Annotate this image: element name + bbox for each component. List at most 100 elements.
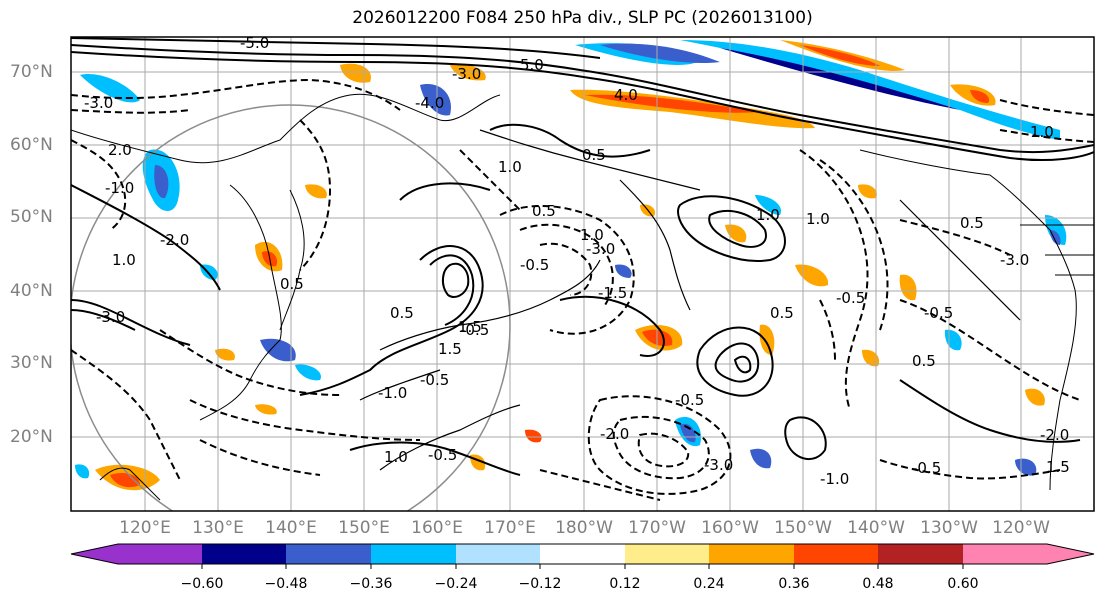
contour-label: -0.5 [924,304,953,322]
colorbar-label: 0.48 [862,576,894,592]
colorbar-label: −0.36 [349,576,393,592]
contour-negative [879,459,1061,480]
contour-label: -0.5 [428,446,457,464]
shade-positive [525,429,542,443]
shade-positive [759,324,775,355]
contour-label: -3.0 [96,308,125,326]
lon-label-160e: 160°E [411,518,463,538]
contour-positive [429,254,475,326]
contour-label: 1.0 [498,158,522,176]
contour-negative [71,349,181,481]
contour-label: -0.5 [420,371,449,389]
shade-negative [680,423,696,443]
lon-label-140w: 140°W [847,518,905,538]
shade-positive [970,90,990,103]
lon-label-170w: 170°W [628,518,686,538]
contour-positive [71,37,601,59]
colorbar-segment [709,544,794,564]
shade-negative [260,338,296,362]
contour-label: -0.5 [836,289,865,307]
colorbar-label: 0.24 [693,576,725,592]
contour-label: -0.5 [675,391,704,409]
shade-negative [154,165,169,199]
slp-contours-negative [71,78,1094,501]
contour-label: -3.0 [1000,251,1029,269]
contour-positive [714,342,760,383]
colorbar-segment [286,544,371,564]
contour-positive [71,309,136,331]
contour-label: -0.5 [520,256,549,274]
shade-positive [800,45,880,66]
contour-label: 1.5 [458,318,482,336]
contour-negative [539,469,661,501]
contour-positive [677,195,786,262]
shade-negative [420,84,451,116]
lon-label-160w: 160°W [701,518,759,538]
shade-negative [600,43,720,64]
contour-label: 1.5 [1046,458,1070,476]
coastline [99,467,161,501]
contour-negative [819,159,889,331]
contour-label: 4.0 [614,86,638,104]
contour-negative [519,223,614,306]
lon-label-170e: 170°E [484,518,536,538]
coastline [859,149,1077,491]
shade-negative [750,448,772,469]
coastlines [71,93,1094,501]
colorbar-label: −0.48 [264,576,308,592]
lon-label-120e: 120°E [119,518,171,538]
colorbar-label: −0.24 [434,576,478,592]
colorbar-segment [118,544,202,564]
shade-negative [1045,215,1067,245]
colorbar-segment [963,544,1047,564]
colorbar-outline [70,543,1095,565]
contour-label: 1.5 [438,340,462,358]
contour-negative [189,399,421,441]
shade-negative [295,364,321,381]
contour-negative [637,432,690,468]
contour-labels: -5.0 -4.0 -3.0 -3.0 5.0 4.0 1.0 0.5 -1.0… [84,37,1070,488]
contour-negative [199,439,321,476]
shade-positive [305,184,327,199]
contour-label: 1.0 [384,448,408,466]
shade-positive [862,349,880,367]
contour-label: -0.5 [460,321,489,339]
coastline [1020,224,1094,276]
map-background [71,37,1094,511]
contour-negative [819,299,836,361]
contour-negative [587,395,732,495]
contour-label: 1.0 [112,251,136,269]
shade-positive [899,274,917,301]
colorbar-label: 0.60 [947,576,979,592]
coastline [199,184,282,421]
contour-thin [379,404,521,471]
contour-positive [71,184,221,291]
shade-negative [680,40,1060,140]
contour-label: -1.0 [820,470,849,488]
contour-negative [71,78,401,111]
contour-negative [612,416,710,480]
lat-label-30n: 30°N [10,353,53,373]
lon-label-130w: 130°W [920,518,978,538]
contour-positive [559,295,665,357]
contour-positive [71,44,1094,154]
contour-thin [479,129,701,191]
lat-label-60n: 60°N [10,135,53,155]
contour-label: 0.5 [770,304,794,322]
shade-negative [80,74,140,103]
contour-label: -3.0 [586,240,615,258]
contour-positive [708,210,767,248]
shaded-divergence [75,40,1067,491]
colorbar-ticks [201,564,964,569]
contour-label: -3.0 [84,94,113,112]
contour-positive [399,182,491,201]
lon-label-120w: 120°W [992,518,1050,538]
contour-thin [619,179,691,311]
lat-label-70n: 70°N [10,62,53,82]
shade-negative [1015,458,1037,476]
colorbar-segment [456,544,540,564]
lon-label-150w: 150°W [774,518,832,538]
contour-negative [539,242,593,296]
shade-negative [75,464,90,479]
graticule [71,37,1094,511]
